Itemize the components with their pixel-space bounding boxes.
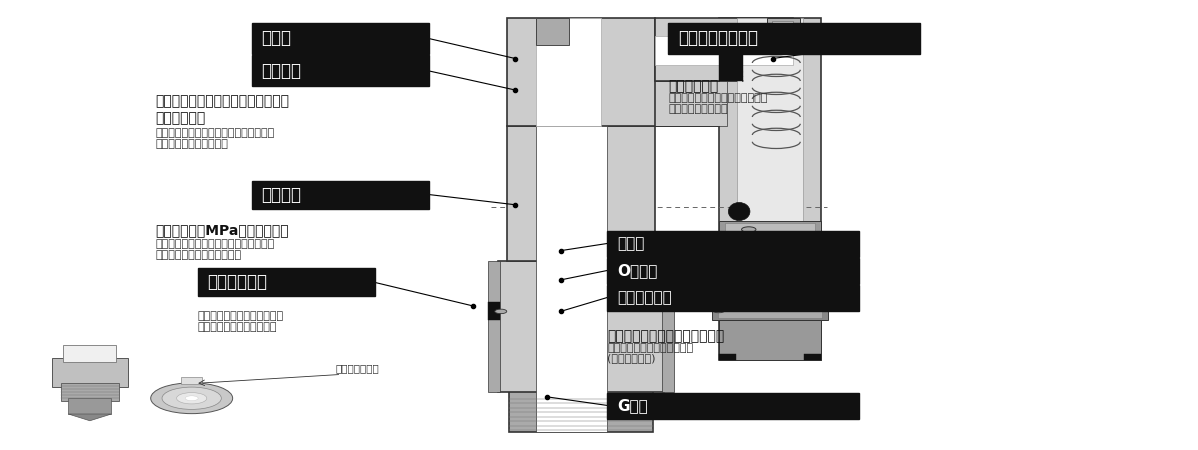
Text: ボディ: ボディ [617, 236, 645, 251]
Bar [719, 220, 821, 245]
Text: (低置汾め程度): (低置汾め程度) [607, 353, 655, 363]
Text: パッキンシール: パッキンシール [335, 364, 380, 374]
Text: ることで配管施工性が向上: ることで配管施工性が向上 [198, 322, 277, 332]
Bar [181, 377, 202, 384]
Text: 狭いスペースでの配管に効果的: 狭いスペースでの配管に効果的 [607, 329, 725, 343]
Bar [68, 398, 111, 414]
Bar [719, 354, 736, 360]
Bar [507, 18, 655, 126]
Bar [719, 45, 743, 81]
Text: パッキンシール構造へ変更す: パッキンシール構造へ変更す [198, 311, 284, 321]
Bar [718, 267, 725, 278]
Bar [662, 261, 674, 392]
Bar [607, 393, 859, 419]
Ellipse shape [742, 227, 756, 232]
Bar [507, 126, 655, 261]
Bar [63, 345, 116, 362]
Ellipse shape [176, 392, 207, 404]
Text: Gねじ: Gねじ [617, 398, 648, 413]
Text: ナイロンにもウレタンにも使用可能: ナイロンにもウレタンにも使用可能 [156, 94, 290, 108]
Text: 打込みハーフ: 打込みハーフ [617, 290, 672, 305]
Bar [712, 304, 828, 319]
Bar [655, 18, 793, 81]
Bar [804, 354, 821, 360]
Ellipse shape [162, 387, 222, 410]
Text: パッキンシール方式: パッキンシール方式 [198, 271, 258, 281]
Text: ボディとねじ部が回転可能。: ボディとねじ部が回転可能。 [607, 343, 694, 353]
Bar [607, 231, 859, 256]
Text: チャーブ挿入時の抗抗が小。: チャーブ挿入時の抗抗が小。 [156, 250, 242, 260]
Bar [718, 306, 822, 318]
Polygon shape [68, 414, 111, 421]
Bar [252, 55, 429, 86]
Text: シールリング: シールリング [207, 273, 267, 291]
Text: パッキン: パッキン [261, 186, 301, 204]
Bar [488, 302, 500, 319]
Text: チャック: チャック [261, 62, 301, 80]
Text: 大きな保持力: 大きな保持力 [156, 112, 206, 126]
Ellipse shape [713, 308, 725, 313]
Ellipse shape [732, 276, 746, 282]
Bar [655, 81, 727, 126]
Bar [719, 18, 821, 360]
Bar [498, 261, 664, 392]
Text: チャックにより確実な嚙い付きを行い、: チャックにより確実な嚙い付きを行い、 [156, 128, 276, 138]
Bar [772, 21, 793, 38]
Text: ガイド: ガイド [261, 29, 291, 47]
Text: 低真空から１MPaまで使用可能: 低真空から１MPaまで使用可能 [156, 224, 290, 238]
Bar [52, 358, 128, 387]
Bar [61, 383, 119, 400]
Bar [536, 18, 569, 45]
Text: チャックがチャーブへ必要以上に: チャックがチャーブへ必要以上に [668, 93, 768, 103]
Text: 軽い取外し力: 軽い取外し力 [668, 79, 719, 93]
Bar [198, 268, 375, 296]
Text: 嚙い込むのを防止。: 嚙い込むのを防止。 [668, 104, 728, 114]
Bar [509, 389, 653, 432]
Bar [607, 258, 859, 284]
Text: 特殊形状により、確実なシールおよび、: 特殊形状により、確実なシールおよび、 [156, 239, 276, 249]
Bar [536, 126, 607, 432]
Text: チャーブ保持力を増大。: チャーブ保持力を増大。 [156, 140, 229, 149]
Text: リリースブッシュ: リリースブッシュ [678, 29, 758, 47]
Bar [655, 36, 793, 65]
Ellipse shape [728, 202, 750, 220]
Bar [607, 285, 859, 310]
Bar [737, 18, 803, 360]
Bar [488, 261, 500, 392]
Bar [719, 320, 821, 360]
Ellipse shape [495, 309, 507, 314]
Bar [252, 22, 429, 54]
Bar [725, 223, 815, 243]
Bar [668, 22, 920, 54]
Text: Oリング: Oリング [617, 263, 658, 278]
Bar [536, 18, 601, 126]
Bar [767, 18, 800, 40]
Ellipse shape [151, 383, 232, 414]
Bar [252, 181, 429, 209]
Ellipse shape [186, 396, 198, 400]
